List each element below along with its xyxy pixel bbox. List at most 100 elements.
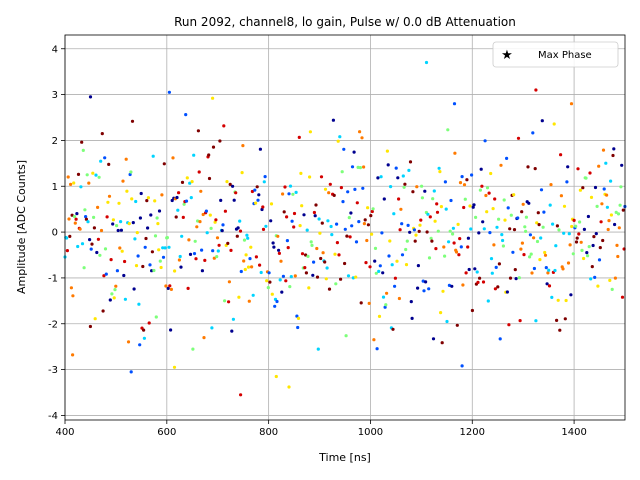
data-point [353,187,357,191]
data-point [212,256,216,260]
data-point [115,224,119,228]
data-point [582,256,586,261]
data-point [569,102,574,106]
data-point [68,234,72,238]
data-point [453,151,457,155]
data-point [338,135,342,139]
data-point [381,271,385,275]
data-point [344,334,348,338]
data-point [590,265,594,269]
data-point [247,299,251,303]
data-point [192,153,196,157]
data-point [377,314,382,318]
data-point [539,236,543,240]
data-point [533,167,537,171]
data-point [92,215,96,219]
data-point [614,210,618,214]
data-point [532,236,536,240]
data-point [294,190,298,194]
data-point [374,271,378,275]
data-point [315,275,320,279]
data-point [441,289,445,293]
legend-label: Max Phase [538,50,592,61]
data-point [506,206,510,210]
data-point [491,207,495,211]
data-point [505,156,509,160]
data-point [620,163,624,167]
data-point [74,217,78,221]
data-point [343,261,347,266]
data-point [509,213,513,217]
data-point [616,254,620,259]
data-point [309,240,313,244]
data-point [161,255,166,259]
data-point [457,253,461,257]
data-point [145,199,149,203]
data-point [319,256,323,261]
data-point [347,216,351,220]
data-point [431,197,435,201]
data-point [163,246,167,250]
data-point [476,280,480,284]
data-point [439,205,443,209]
data-point [84,217,88,221]
data-point [383,305,387,309]
data-point [257,193,261,197]
data-point [492,243,496,247]
data-point [223,209,227,213]
data-point [119,220,123,224]
data-point [466,245,470,249]
data-point [527,201,531,205]
data-point [335,241,339,245]
data-point [168,284,172,288]
data-point [93,317,97,321]
data-point [458,237,462,241]
plot-frame [64,34,626,421]
data-point [103,156,107,160]
data-point [538,258,542,262]
data-point [520,241,525,245]
data-point [365,238,369,243]
data-point [83,208,87,212]
data-point [193,239,197,243]
data-point [103,247,108,251]
data-point [609,179,613,183]
data-point [80,242,85,246]
data-point [153,199,157,203]
data-point [180,234,184,238]
data-point [430,239,434,243]
data-point [142,336,146,340]
data-point [362,222,366,226]
axis-ticks: 400 600 800 1000 1200 1400 -4 -3 -2 -1 0 1 2 3 4 [48,44,587,438]
data-point [172,365,177,369]
data-point [356,165,360,169]
data-point [593,275,597,279]
data-point [313,214,317,218]
data-point [208,213,212,217]
data-point [435,202,439,206]
data-point [254,255,258,259]
data-point [112,296,116,300]
data-point [317,217,321,221]
data-point [237,295,241,299]
data-point [98,253,102,257]
data-point [390,263,394,267]
data-point [440,341,444,345]
data-point [162,162,166,166]
data-point [201,212,205,217]
data-point [443,254,447,258]
data-point [408,160,413,164]
data-point [404,247,408,252]
data-point [551,222,555,226]
data-point [469,227,473,231]
data-point [459,245,463,249]
data-point [596,284,600,288]
data-point [267,271,271,275]
data-point [547,284,552,288]
data-point [332,193,336,197]
data-point [123,259,127,264]
data-point [312,260,316,264]
data-point [435,210,440,214]
data-point [528,233,533,237]
